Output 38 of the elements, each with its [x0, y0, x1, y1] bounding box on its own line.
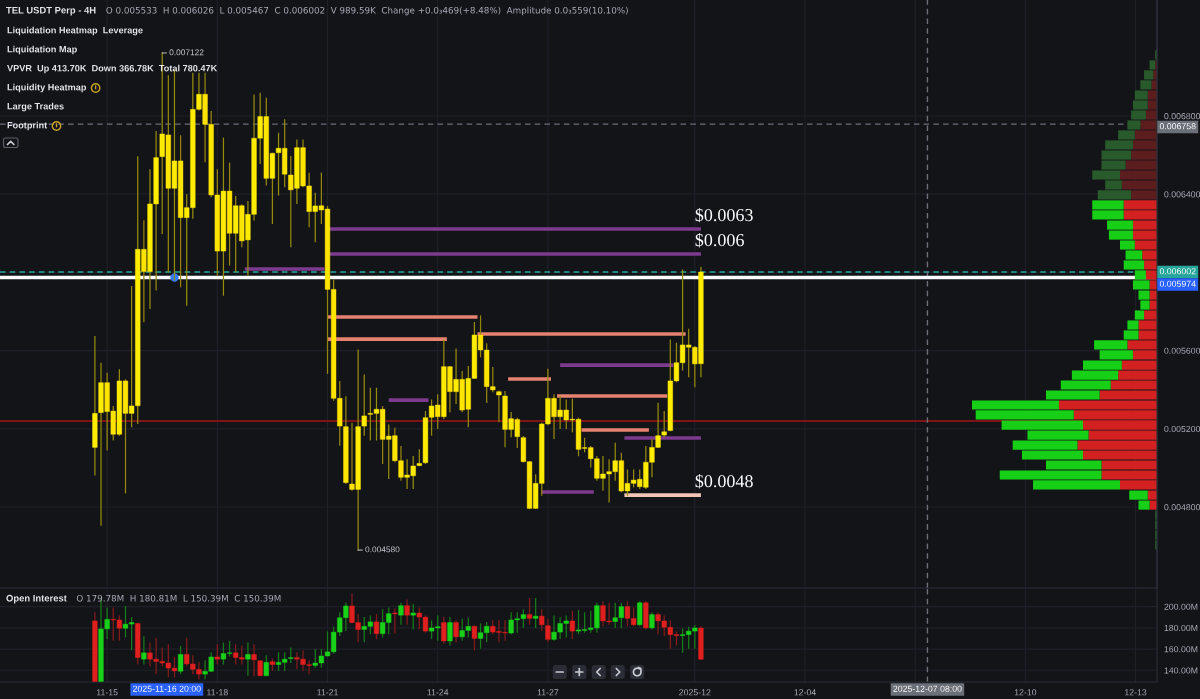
annotation: $0.006	[695, 232, 744, 248]
x-tick-label: 11-21	[317, 689, 338, 696]
annotation: 0.007122	[169, 49, 204, 56]
annotation: Liquidation Heatmap Leverage	[7, 26, 143, 36]
x-tick-label: 12-04	[794, 689, 816, 696]
y-tick-label: 0.006400	[1164, 191, 1200, 198]
x-tick-label: 11-15	[96, 689, 118, 696]
x-tick-label: 11-18	[207, 689, 228, 696]
annotation: Liquidity Heatmap	[7, 83, 87, 93]
y-tick-label: 200.00M	[1164, 603, 1198, 610]
y-tick-label: 160.00M	[1164, 646, 1198, 653]
y-tick-label: 0.005200	[1164, 425, 1200, 433]
annotation: Footprint	[7, 121, 48, 131]
annotation: $0.0048	[695, 474, 753, 489]
x-tick-label: 11-27	[537, 689, 559, 696]
text: O 0.005533 H 0.006026 L 0.005467 C 0.006002 V 989.59K Change +0.0₃469(+8.48%) Amplitude 0.0₃559(10.10%)	[106, 6, 628, 16]
text: O 179.78M H 180.81M L 150.39M C 150.39M	[76, 594, 281, 602]
y-tick-label: 0.006800	[1164, 113, 1200, 120]
y-tick-label: 180.00M	[1164, 624, 1198, 632]
text: TEL USDT Perp - 4H	[6, 6, 96, 16]
ref-line-label: 0.006758	[1159, 123, 1196, 130]
y-tick-label: 140.00M	[1164, 667, 1198, 674]
annotation: $0.0063	[695, 207, 753, 223]
x-tick-label: 11-24	[427, 689, 449, 696]
text: Open Interest	[6, 594, 67, 604]
ref-line-label: 2025-12-07 08:00	[893, 685, 962, 692]
x-tick-label: 12-10	[1014, 689, 1037, 696]
annotation: Large Trades	[7, 102, 64, 112]
y-tick-label: 0.004800	[1164, 504, 1200, 511]
annotation: VPVR Up 413.70K Down 366.78K Total 780.47K	[7, 64, 218, 74]
ref-line-label: 0.006002	[1159, 268, 1196, 275]
x-tick-label: 12-13	[1125, 689, 1147, 696]
annotation: 0.004580	[365, 546, 400, 553]
annotation: Liquidation Map	[7, 45, 77, 55]
text: 0.005974	[1159, 280, 1196, 287]
text: 2025-11-16 20:00	[133, 685, 201, 692]
x-tick-label: 2025-12	[679, 689, 711, 696]
y-tick-label: 0.005600	[1164, 347, 1200, 354]
